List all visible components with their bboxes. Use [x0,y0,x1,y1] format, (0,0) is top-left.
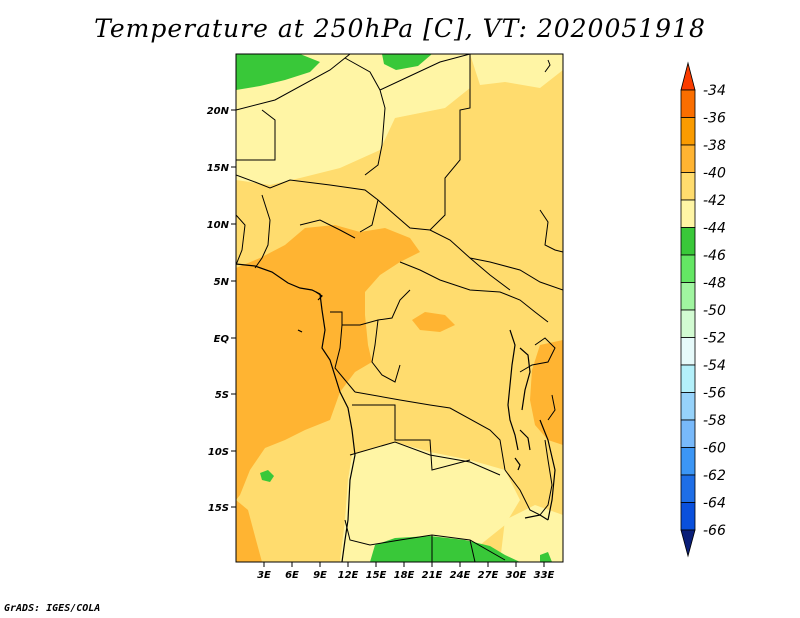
colorbar-segment [680,172,696,201]
colorbar-label: -60 [703,441,726,457]
colorbar-label: -42 [703,193,726,209]
lat-label-15n: 15N [207,163,230,174]
colorbar-label: -36 [703,111,726,127]
lon-label-15e: 15E [366,570,387,581]
colorbar-label: -64 [703,496,726,512]
field-green-north2 [382,54,432,70]
lon-label-24e: 24E [450,570,471,581]
lat-label-10s: 10S [208,447,229,458]
country-borders [236,54,563,562]
colorbar-segment [680,474,696,503]
field-green-south [370,536,520,562]
colorbar-label: -52 [703,331,726,347]
lon-label-3e: 3E [257,570,271,581]
lon-label-30e: 30E [506,570,527,581]
temperature-field [236,54,563,562]
lon-label-27e: 27E [478,570,499,581]
lat-label-10n: 10N [207,220,230,231]
colorbar-label: -48 [703,276,726,292]
colorbar-segment [680,309,696,338]
colorbar-label: -40 [703,166,726,182]
field-green-se [540,552,552,562]
lat-label-5n: 5N [214,277,230,288]
longitude-axis [263,562,545,567]
lon-label-21e: 21E [422,570,443,581]
colorbar-segment [680,447,696,476]
lat-label-5s: 5S [215,390,229,401]
colorbar-segment [680,117,696,146]
colorbar-segment [680,419,696,448]
map-frame [235,53,564,563]
colorbar-segment [680,254,696,283]
colorbar-segment [680,199,696,228]
colorbar-label: -62 [703,468,726,484]
lat-label-20n: 20N [207,106,230,117]
lon-label-33e: 33E [534,570,555,581]
colorbar: -34 -36 -38 -40 -42 -44 -46 -48 -50 -52 … [680,61,726,558]
field-orange-center [412,312,455,332]
lat-label-15s: 15S [208,503,229,514]
field-orange-west [236,225,420,500]
colorbar-segment [680,392,696,421]
field-orange-southwest [236,500,262,562]
field-pale-south [340,442,520,562]
colorbar-bottom-arrow [680,529,696,558]
colorbar-label: -50 [703,303,726,319]
colorbar-segment [680,144,696,173]
colorbar-top-arrow [680,61,696,91]
colorbar-label: -56 [703,386,726,402]
field-green-spot [260,470,274,482]
lon-label-12e: 12E [338,570,359,581]
colorbar-label: -54 [703,358,726,374]
colorbar-label: -34 [703,83,726,99]
colorbar-label: -44 [703,221,726,237]
chart-title: Temperature at 250hPa [C], VT: 202005191… [94,14,706,43]
field-pale-north [236,54,470,185]
colorbar-segment [680,502,696,531]
colorbar-segment [680,89,696,118]
colorbar-segment [680,337,696,366]
colorbar-label: -46 [703,248,726,264]
field-green-north [236,54,320,90]
credit-label: GrADS: IGES/COLA [4,603,101,614]
lon-label-9e: 9E [313,570,327,581]
colorbar-segment [680,282,696,311]
lat-label-eq: EQ [214,334,230,345]
latitude-axis [231,109,236,508]
colorbar-segment [680,364,696,393]
lon-label-18e: 18E [394,570,415,581]
colorbar-label: -38 [703,138,726,154]
field-orange-east [530,340,563,445]
lon-label-6e: 6E [285,570,299,581]
colorbar-segment [680,227,696,256]
colorbar-label: -66 [703,523,726,539]
coastlines [236,263,556,562]
longitude-labels: 3E 6E 9E 12E 15E 18E 21E 24E 27E 30E 33E [257,570,554,581]
field-pale-northeast [470,54,563,88]
colorbar-label: -58 [703,413,726,429]
latitude-labels: 20N 15N 10N 5N EQ 5S 10S 15S [207,106,230,514]
